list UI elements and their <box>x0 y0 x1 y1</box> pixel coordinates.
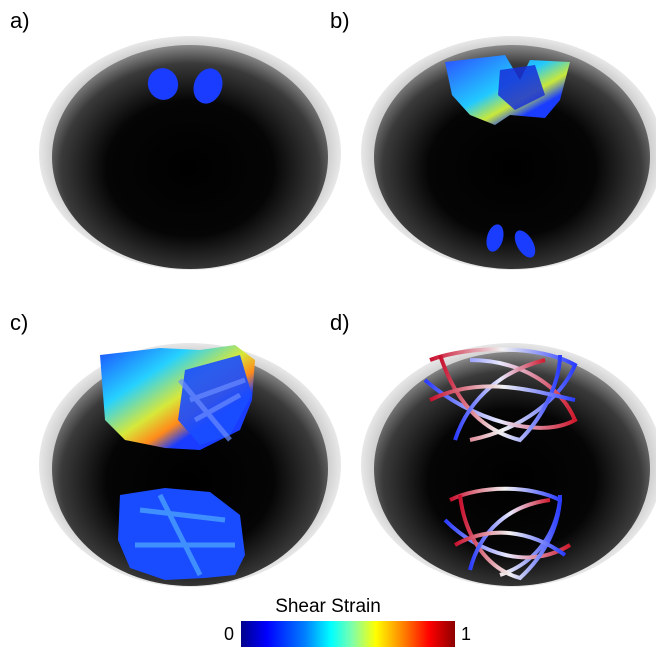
panel-b-label: b) <box>330 8 350 33</box>
panel-d-ribbons-top <box>423 347 578 443</box>
colorbar-max-label: 1 <box>461 624 472 644</box>
colorbar-gradient <box>241 621 455 647</box>
colorbar-title: Shear Strain <box>275 596 381 617</box>
panel-b-strain-blobs-bottom <box>486 224 536 258</box>
panel-b-strain-region-top <box>445 55 570 125</box>
panel-d-label: d) <box>330 310 350 335</box>
panel-c-strain-region-top <box>100 345 255 450</box>
colorbar-min-label: 0 <box>224 624 235 644</box>
panel-d-sphere <box>361 343 656 587</box>
panel-a-strain-blobs <box>147 68 223 104</box>
panel-b-sphere <box>361 36 656 270</box>
panel-a-sphere <box>39 36 341 270</box>
panel-c-label: c) <box>10 310 29 335</box>
panel-d-ribbons-bottom <box>443 486 572 581</box>
panel-a-label: a) <box>10 8 30 33</box>
panel-c-strain-region-bottom <box>118 488 245 580</box>
